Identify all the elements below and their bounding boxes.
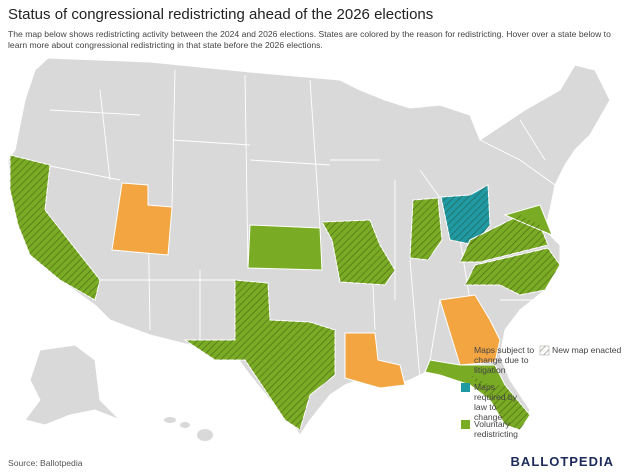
hatch <box>410 198 442 260</box>
alaska <box>24 344 121 426</box>
hatch <box>460 215 548 262</box>
state-borders <box>44 69 556 381</box>
source: Source: Ballotpedia <box>8 458 83 468</box>
legend-label: Voluntary redistricting <box>474 419 518 439</box>
hatching <box>10 155 560 430</box>
title: Status of congressional redistricting ah… <box>8 6 434 23</box>
logo: BALLOTPEDIA <box>510 454 614 469</box>
hatch <box>322 220 395 285</box>
hatch <box>10 155 100 300</box>
island <box>180 422 190 428</box>
legend-label: New map enacted <box>552 345 622 355</box>
hatch <box>470 375 530 430</box>
legend-label: Maps required by law to change <box>474 382 517 422</box>
hatch <box>441 185 490 245</box>
island <box>164 417 176 423</box>
legend-swatch <box>461 383 470 392</box>
utah <box>111 182 173 256</box>
hawaii <box>164 417 213 441</box>
kansas <box>247 224 323 271</box>
hatch <box>465 248 560 295</box>
hatch-swatch <box>539 345 550 356</box>
legend-label: Maps subject to change due to litigation <box>474 345 535 375</box>
description: The map below shows redistricting activi… <box>8 29 611 50</box>
legend-swatch <box>461 420 470 429</box>
island <box>197 429 213 441</box>
louisiana <box>344 332 406 389</box>
hatch <box>185 280 335 430</box>
legend-swatch <box>461 346 470 355</box>
